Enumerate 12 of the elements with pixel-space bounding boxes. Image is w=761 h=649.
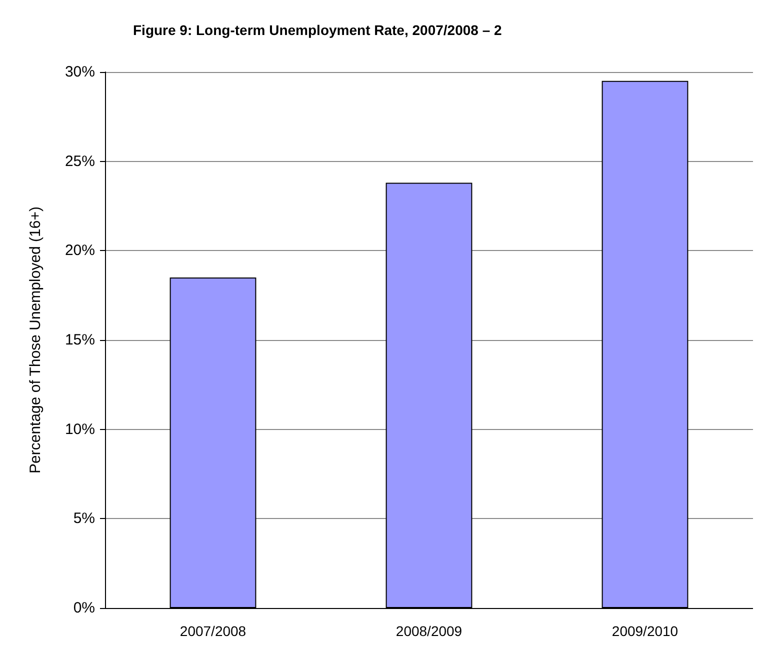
y-tick-label: 25% xyxy=(64,152,95,170)
y-axis-title: Percentage of Those Unemployed (16+) xyxy=(27,206,44,474)
y-tick-label: 30% xyxy=(64,64,95,80)
y-tick-label: 10% xyxy=(64,420,95,438)
y-tick-label: 20% xyxy=(64,242,95,260)
x-tick-label: 2007/2008 xyxy=(180,623,246,639)
x-tick-label: 2009/2010 xyxy=(612,623,678,639)
y-tick-label: 0% xyxy=(73,600,95,616)
y-tick-label: 5% xyxy=(73,510,95,528)
x-tick-label: 2008/2009 xyxy=(396,623,462,639)
chart-title: Figure 9: Long-term Unemployment Rate, 2007/2008 – 2 xyxy=(133,22,502,38)
y-tick-label: 15% xyxy=(64,332,95,348)
